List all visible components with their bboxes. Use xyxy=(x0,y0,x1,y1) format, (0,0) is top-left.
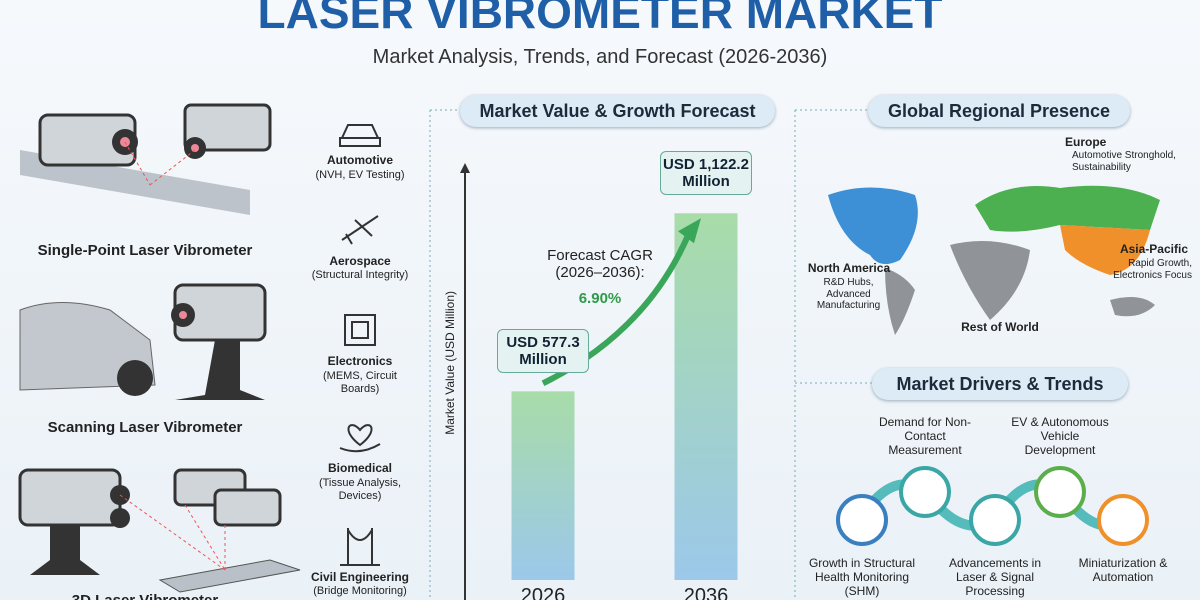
chart-title: Market Value & Growth Forecast xyxy=(460,95,775,127)
product-label: Single-Point Laser Vibrometer xyxy=(37,242,253,259)
driver-label: Demand for Non-Contact Measurement xyxy=(878,415,972,457)
app-label: Biomedical xyxy=(327,461,393,475)
app-label: Aerospace xyxy=(329,254,391,268)
application-icons xyxy=(339,124,381,566)
annotation-value: 6.90% xyxy=(578,290,622,307)
dividers xyxy=(429,109,872,600)
driver-label: Miniaturization & Automation xyxy=(1078,556,1168,584)
region-name: Europe xyxy=(1065,135,1107,149)
product-label: 3D Laser Vibrometer xyxy=(0,592,290,600)
drivers-title: Market Drivers & Trends xyxy=(872,368,1128,400)
product-label: Scanning Laser Vibrometer xyxy=(47,419,243,436)
subtitle: Market Analysis, Trends, and Forecast (2… xyxy=(372,46,828,68)
region-detail: Rapid Growth, Electronics Focus xyxy=(1113,258,1192,281)
app-label: Automotive xyxy=(327,153,393,167)
x-tick-label: 2036 xyxy=(684,585,729,600)
region-name: North America xyxy=(807,261,891,275)
app-label: Electronics xyxy=(327,354,393,368)
axis-arrow xyxy=(460,163,470,173)
world-map xyxy=(828,185,1160,335)
app-detail: (NVH, EV Testing) xyxy=(315,169,405,181)
app-label: Civil Engineering xyxy=(310,570,409,584)
title: LASER VIBROMETER MARKET xyxy=(257,0,943,38)
value-label: USD 1,122.2 Million xyxy=(660,151,752,196)
annotation: Forecast CAGR (2026–2036): xyxy=(547,247,653,282)
app-detail: (Structural Integrity) xyxy=(311,269,409,281)
region-name: Rest of World xyxy=(961,320,1039,334)
device-images xyxy=(18,103,301,593)
app-detail: (Tissue Analysis, Devices) xyxy=(318,477,402,502)
regions-title: Global Regional Presence xyxy=(868,95,1130,127)
driver-label: Growth in Structural Health Monitoring (… xyxy=(808,556,916,598)
value-label: USD 577.3 Million xyxy=(497,329,589,374)
y-axis-label: Market Value (USD Million) xyxy=(443,290,458,435)
region-name: Asia-Pacific xyxy=(1119,242,1188,256)
app-detail: (MEMS, Circuit Boards) xyxy=(323,370,397,395)
driver-label: EV & Autonomous Vehicle Development xyxy=(1011,415,1109,457)
growth-arrow-head xyxy=(678,218,701,244)
x-tick-label: 2026 xyxy=(521,585,566,600)
driver-flow xyxy=(836,466,1149,546)
region-detail: R&D Hubs, Advanced Manufacturing xyxy=(816,277,881,311)
bar xyxy=(511,391,575,580)
app-detail: (Bridge Monitoring) xyxy=(313,585,407,597)
bar xyxy=(674,213,738,580)
region-detail: Automotive Stronghold, Sustainability xyxy=(1072,150,1176,173)
driver-label: Advancements in Laser & Signal Processin… xyxy=(948,556,1042,598)
